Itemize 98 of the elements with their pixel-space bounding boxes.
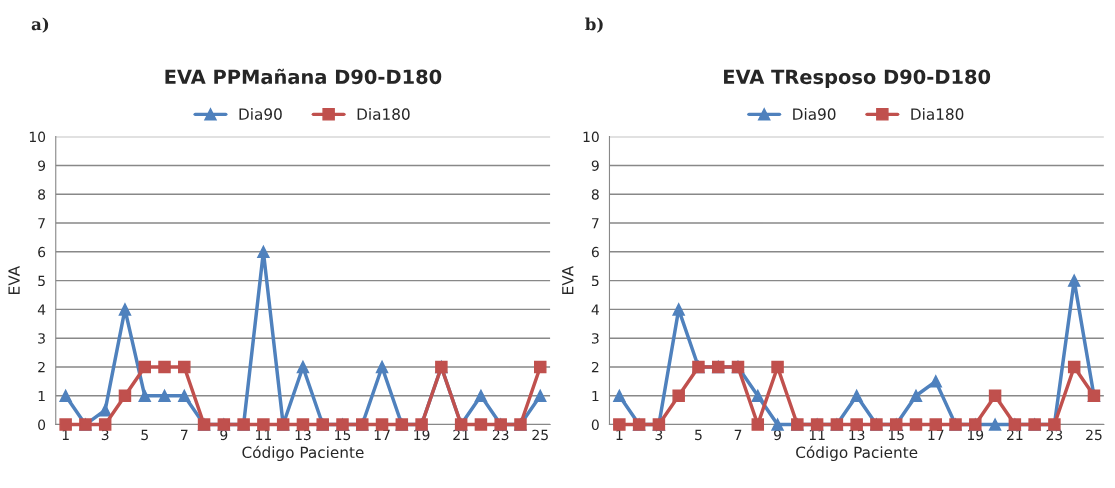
point [929, 375, 943, 388]
point [158, 360, 171, 374]
point [138, 389, 151, 403]
chart-title: EVA TResposo D90-D180 [724, 69, 991, 88]
x-tick-label: 23 [1046, 429, 1063, 441]
point [613, 389, 626, 403]
x-tick-label: 9 [774, 429, 781, 441]
x-tick-label: 19 [414, 429, 430, 441]
point [909, 418, 923, 431]
point [296, 360, 310, 374]
y-tick-label: 3 [591, 333, 599, 344]
y-tick-label: 8 [591, 189, 599, 200]
x-tick-label: 13 [849, 429, 865, 441]
point [613, 418, 626, 431]
x-tick-label: 15 [335, 429, 351, 441]
point [474, 418, 488, 431]
y-tick-label: 2 [591, 361, 599, 373]
y-tick-label: 5 [591, 275, 599, 287]
y-tick-label: 1 [38, 390, 45, 402]
y-tick-label: 1 [592, 390, 599, 402]
y-tick-label: 0 [38, 419, 46, 431]
point [909, 389, 923, 403]
y-tick-label: 0 [591, 419, 599, 431]
y-tick-label: 7 [38, 218, 45, 229]
y-tick-label: 10 [583, 131, 599, 143]
point [257, 418, 270, 431]
legend-label: Dia180 [357, 108, 410, 120]
y-tick-label: 8 [38, 189, 46, 200]
y-tick-label: 9 [591, 160, 599, 171]
point [59, 418, 72, 431]
point [178, 360, 191, 374]
point [751, 389, 765, 403]
point [98, 418, 112, 431]
x-tick-label: 21 [1007, 429, 1023, 440]
point [158, 389, 171, 403]
x-tick-label: 9 [220, 429, 228, 441]
x-tick-label: 19 [968, 429, 984, 441]
point [257, 245, 270, 259]
x-tick-label: 5 [141, 429, 148, 441]
point [533, 389, 547, 403]
x-tick-label: 15 [888, 429, 904, 441]
x-tick-label: 7 [181, 429, 188, 440]
text: b) [585, 17, 603, 33]
y-tick-label: 4 [37, 304, 46, 315]
x-tick-label: 25 [1086, 429, 1102, 441]
point [988, 389, 1002, 403]
point [850, 418, 863, 431]
y-tick-label: 4 [591, 304, 599, 315]
y-tick-label: 10 [29, 131, 46, 143]
point [771, 418, 784, 431]
x-tick-label: 25 [532, 429, 548, 441]
point [771, 360, 784, 374]
point [1067, 274, 1081, 287]
x-tick-label: 1 [62, 429, 69, 440]
x-tick-label: 17 [374, 429, 390, 440]
x-axis-title: Código Paciente [796, 445, 918, 462]
y-tick-label: 2 [38, 361, 45, 373]
x-tick-label: 13 [295, 429, 311, 441]
x-tick-label: 1 [616, 429, 623, 440]
x-tick-label: 7 [734, 429, 742, 440]
point [1067, 360, 1081, 374]
point [118, 303, 132, 316]
y-axis-title: EVA [562, 265, 574, 294]
x-tick-label: 17 [928, 429, 944, 440]
x-tick-label: 21 [453, 429, 469, 440]
text: a) [31, 17, 49, 33]
x-tick-label: 3 [655, 429, 663, 441]
point [118, 389, 132, 403]
legend-label: Dia90 [239, 108, 282, 120]
x-tick-label: 3 [101, 429, 109, 441]
y-axis-title: EVA [8, 265, 20, 294]
point [178, 389, 191, 403]
y-tick-label: 3 [38, 333, 45, 344]
y-tick-label: 6 [38, 246, 46, 258]
chart-title: EVA PPMañana D90-D180 [165, 68, 442, 85]
point [138, 360, 151, 374]
point [59, 389, 72, 403]
point [98, 403, 112, 417]
point [474, 389, 488, 403]
point [672, 303, 685, 316]
point [533, 360, 547, 374]
point [672, 389, 685, 403]
point [850, 389, 863, 403]
point [375, 360, 389, 374]
point [751, 418, 765, 431]
point [988, 418, 1002, 431]
x-axis-title: Código Paciente [242, 445, 364, 462]
y-tick-label: 6 [591, 246, 599, 258]
x-tick-label: 11 [809, 429, 825, 440]
x-tick-label: 11 [256, 429, 271, 440]
legend-label: Dia90 [793, 108, 836, 120]
y-tick-label: 7 [592, 218, 599, 229]
y-tick-label: 9 [38, 160, 46, 171]
point [296, 418, 310, 431]
y-tick-label: 5 [38, 275, 45, 287]
x-tick-label: 23 [492, 429, 509, 441]
legend-label: Dia180 [911, 108, 964, 120]
x-tick-label: 5 [695, 429, 702, 441]
